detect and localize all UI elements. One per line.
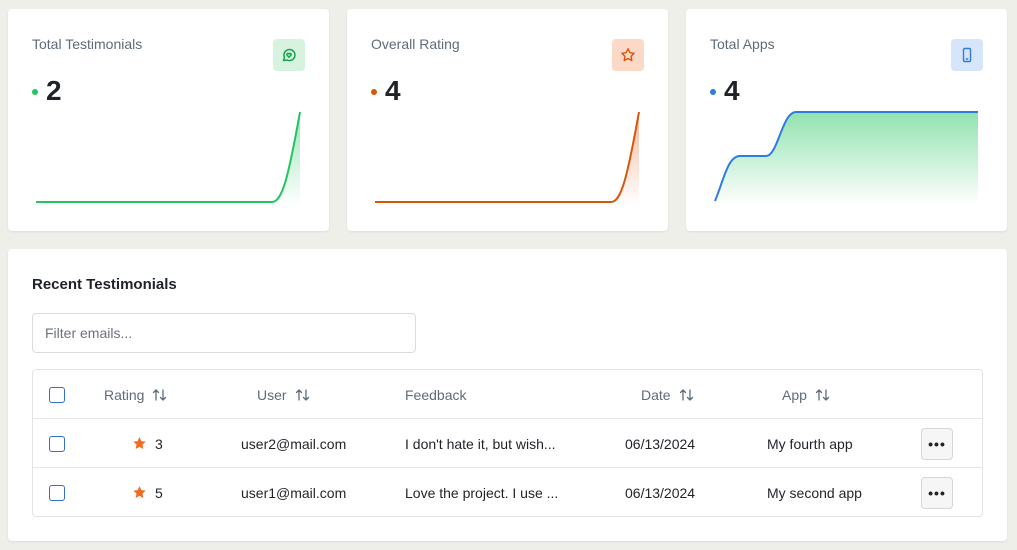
- testimonials-sparkline: [36, 111, 301, 205]
- stat-title: Total Testimonials: [32, 36, 143, 52]
- row-checkbox[interactable]: [49, 435, 65, 452]
- status-dot: [710, 89, 716, 95]
- table-header-row: Rating User Feedback Date: [33, 370, 982, 419]
- stat-value: 4: [710, 75, 740, 107]
- sort-icon: [679, 388, 695, 402]
- stat-number: 2: [46, 75, 62, 106]
- sort-icon: [295, 388, 311, 402]
- status-dot: [32, 89, 38, 95]
- apps-sparkline: [714, 111, 978, 205]
- sort-icon: [152, 388, 168, 402]
- user-cell: user2@mail.com: [241, 435, 347, 452]
- testimonials-table: Rating User Feedback Date: [32, 369, 983, 517]
- date-cell: 06/13/2024: [625, 484, 696, 501]
- app-cell: My fourth app: [767, 435, 853, 452]
- row-actions-button[interactable]: •••: [921, 476, 953, 509]
- rating-cell: 5: [132, 468, 163, 517]
- row-actions-button[interactable]: •••: [921, 427, 953, 460]
- row-checkbox[interactable]: [49, 484, 65, 501]
- column-header-user[interactable]: User: [257, 370, 311, 419]
- feedback-cell: Love the project. I use ...: [405, 484, 559, 501]
- rating-cell: 3: [132, 419, 163, 468]
- recent-testimonials-card: Recent Testimonials Rating User Feedback: [8, 249, 1007, 541]
- star-icon: [132, 436, 147, 451]
- column-header-app[interactable]: App: [782, 370, 831, 419]
- select-all-checkbox[interactable]: [49, 386, 65, 403]
- sort-icon: [815, 388, 831, 402]
- stat-number: 4: [385, 75, 401, 106]
- stat-card-total-testimonials: Total Testimonials 2: [8, 9, 329, 231]
- stat-value: 2: [32, 75, 62, 107]
- stat-title: Overall Rating: [371, 36, 460, 52]
- stat-card-overall-rating: Overall Rating 4: [347, 9, 668, 231]
- column-header-date[interactable]: Date: [641, 370, 695, 419]
- section-title: Recent Testimonials: [32, 276, 177, 293]
- table-row: 5 user1@mail.com Love the project. I use…: [33, 468, 982, 517]
- stat-title: Total Apps: [710, 36, 775, 52]
- user-cell: user1@mail.com: [241, 484, 347, 501]
- rating-sparkline: [375, 111, 640, 205]
- stat-card-total-apps: Total Apps 4: [686, 9, 1007, 231]
- stat-value: 4: [371, 75, 401, 107]
- star-icon: [132, 485, 147, 500]
- column-header-rating[interactable]: Rating: [104, 370, 168, 419]
- table-row: 3 user2@mail.com I don't hate it, but wi…: [33, 419, 982, 468]
- star-icon: [612, 39, 644, 71]
- app-cell: My second app: [767, 484, 862, 501]
- feedback-cell: I don't hate it, but wish...: [405, 435, 556, 452]
- column-header-feedback: Feedback: [405, 386, 467, 403]
- phone-icon: [951, 39, 983, 71]
- status-dot: [371, 89, 377, 95]
- date-cell: 06/13/2024: [625, 435, 696, 452]
- filter-emails-input[interactable]: [32, 313, 416, 353]
- stat-number: 4: [724, 75, 740, 106]
- chat-heart-icon: [273, 39, 305, 71]
